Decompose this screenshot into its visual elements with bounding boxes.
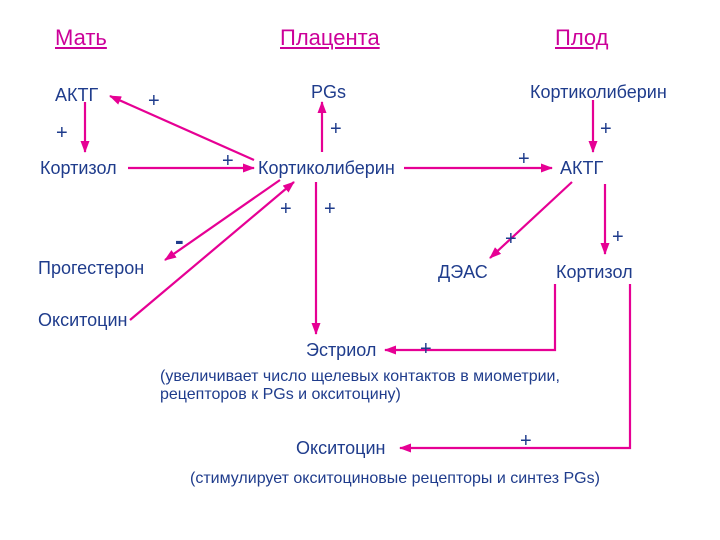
arrow-sign-10: + bbox=[324, 198, 336, 221]
node-p_estriol: Эстриол bbox=[306, 340, 376, 361]
arrow-12 bbox=[400, 284, 630, 448]
header-fetus: Плод bbox=[555, 25, 609, 51]
arrow-sign-12: + bbox=[520, 430, 532, 453]
node-f_cort: Кортизол bbox=[556, 262, 633, 283]
arrow-sign-1: + bbox=[148, 90, 160, 113]
arrow-11 bbox=[385, 284, 555, 350]
node-m_cortisol: Кортизол bbox=[40, 158, 117, 179]
arrow-sign-7: + bbox=[600, 118, 612, 141]
node-f_deas: ДЭАС bbox=[438, 262, 488, 283]
node-m_aktg: АКТГ bbox=[55, 85, 98, 106]
node-m_oxy: Окситоцин bbox=[38, 310, 128, 331]
arrow-5 bbox=[130, 182, 294, 320]
arrow-sign-3: + bbox=[330, 118, 342, 141]
arrow-sign-11: + bbox=[420, 338, 432, 361]
node-p_crh: Кортиколиберин bbox=[258, 158, 395, 179]
arrow-sign-6: + bbox=[518, 148, 530, 171]
node-f_aktg: АКТГ bbox=[560, 158, 603, 179]
arrow-sign-8: + bbox=[505, 228, 517, 251]
arrow-sign-4: - bbox=[175, 225, 184, 256]
arrow-sign-0: + bbox=[56, 122, 68, 145]
node-f_crh: Кортиколиберин bbox=[530, 82, 667, 103]
header-placenta: Плацента bbox=[280, 25, 380, 51]
node-p_pgs: PGs bbox=[311, 82, 346, 103]
caption-estriol_note: (увеличивает число щелевых контактов в м… bbox=[160, 368, 580, 404]
node-m_prog: Прогестерон bbox=[38, 258, 144, 279]
caption-oxy_note: (стимулирует окситоциновые рецепторы и с… bbox=[190, 470, 610, 488]
arrow-8 bbox=[490, 182, 572, 258]
arrow-sign-5: + bbox=[280, 198, 292, 221]
arrow-sign-9: + bbox=[612, 226, 624, 249]
node-p_oxy: Окситоцин bbox=[296, 438, 386, 459]
header-mother: Мать bbox=[55, 25, 107, 51]
arrow-sign-2: + bbox=[222, 150, 234, 173]
